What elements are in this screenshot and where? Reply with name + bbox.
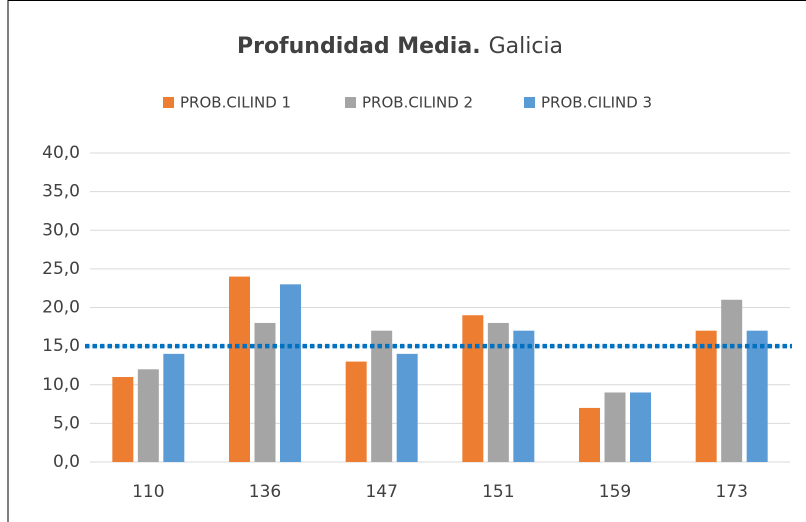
legend-swatch xyxy=(163,97,174,108)
y-tick-label: 10,0 xyxy=(42,375,80,395)
y-tick-label: 5,0 xyxy=(53,413,80,433)
bar xyxy=(280,284,301,462)
x-tick-label: 173 xyxy=(715,482,747,502)
bar xyxy=(345,361,367,462)
legend-swatch xyxy=(345,97,356,108)
legend-swatch xyxy=(524,97,535,108)
bar xyxy=(604,392,626,462)
y-tick-label: 30,0 xyxy=(42,220,80,240)
legend-label: PROB.CILIND 1 xyxy=(180,94,291,112)
bar xyxy=(695,330,717,462)
y-tick-label: 15,0 xyxy=(42,336,80,356)
bar xyxy=(396,353,418,462)
bar xyxy=(371,330,393,462)
bar xyxy=(462,315,484,462)
bar xyxy=(721,299,743,462)
title-bold: Profundidad Media. xyxy=(237,34,481,59)
x-tick-label: 147 xyxy=(365,482,397,502)
x-tick-label: 110 xyxy=(132,482,164,502)
bar xyxy=(630,392,651,462)
bar xyxy=(137,369,159,462)
bar xyxy=(746,330,768,462)
bar xyxy=(487,322,509,462)
y-tick-label: 20,0 xyxy=(42,298,80,318)
bar xyxy=(513,330,535,462)
x-tick-label: 136 xyxy=(249,482,281,502)
bar xyxy=(254,322,276,462)
bar xyxy=(229,276,250,462)
chart-title: Profundidad Media. Galicia xyxy=(237,34,563,59)
y-tick-label: 35,0 xyxy=(42,182,80,202)
bar xyxy=(579,407,600,462)
y-tick-label: 25,0 xyxy=(42,259,80,279)
bar xyxy=(163,353,185,462)
y-tick-label: 40,0 xyxy=(42,143,80,163)
legend-label: PROB.CILIND 2 xyxy=(362,94,473,112)
title-regular: Galicia xyxy=(489,34,563,59)
legend-label: PROB.CILIND 3 xyxy=(541,94,652,112)
x-tick-label: 159 xyxy=(599,482,631,502)
bar xyxy=(112,377,134,462)
y-tick-label: 0,0 xyxy=(53,452,80,472)
x-tick-label: 151 xyxy=(482,482,514,502)
